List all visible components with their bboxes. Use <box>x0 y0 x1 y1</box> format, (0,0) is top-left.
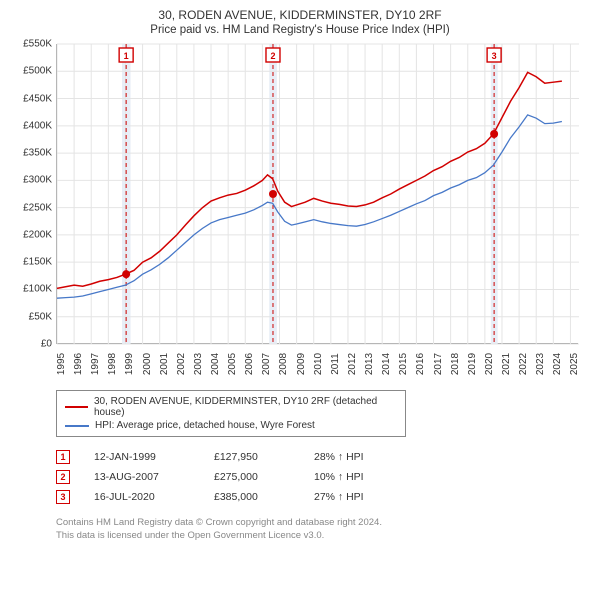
x-tick-label: 1996 <box>73 353 84 375</box>
sale-date: 12-JAN-1999 <box>94 451 214 463</box>
x-tick-label: 2001 <box>159 353 170 375</box>
legend-swatch <box>65 406 88 408</box>
x-tick-label: 2003 <box>193 353 204 375</box>
subtitle: Price paid vs. HM Land Registry's House … <box>12 24 588 36</box>
x-tick-label: 2010 <box>313 353 324 375</box>
sale-row: 2 13-AUG-2007£275,00010% ↑ HPI <box>56 467 588 487</box>
x-tick-label: 2000 <box>142 353 153 375</box>
legend-label: HPI: Average price, detached house, Wyre… <box>95 420 315 431</box>
footer-line-2: This data is licensed under the Open Gov… <box>56 530 588 543</box>
sales-table: 1 12-JAN-1999£127,95028% ↑ HPI 2 13-AUG-200… <box>56 447 588 507</box>
page-title: 30, RODEN AVENUE, KIDDERMINSTER, DY10 2R… <box>12 8 588 22</box>
sale-pct: 28% ↑ HPI <box>314 451 414 463</box>
x-tick-label: 2007 <box>261 353 272 375</box>
x-tick-label: 2005 <box>227 353 238 375</box>
x-tick-label: 2025 <box>569 353 580 375</box>
x-tick-label: 2014 <box>381 353 392 375</box>
x-tick-label: 2024 <box>552 353 563 375</box>
sale-row: 3 16-JUL-2020£385,00027% ↑ HPI <box>56 487 588 507</box>
y-tick-label: £0 <box>41 339 52 350</box>
y-tick-label: £500K <box>23 66 52 77</box>
x-tick-label: 2017 <box>433 353 444 375</box>
footer-line-1: Contains HM Land Registry data © Crown c… <box>56 517 588 530</box>
svg-text:3: 3 <box>492 51 497 61</box>
sale-date: 13-AUG-2007 <box>94 471 214 483</box>
x-tick-label: 2020 <box>484 353 495 375</box>
x-tick-label: 2019 <box>467 353 478 375</box>
chart: £0 £50K £100K £150K £200K £250K £300K £350K £400… <box>12 44 588 384</box>
x-tick-label: 2009 <box>296 353 307 375</box>
y-tick-label: £350K <box>23 148 52 159</box>
x-tick-label: 1995 <box>56 353 67 375</box>
sale-marker: 2 <box>56 470 70 484</box>
y-tick-label: £400K <box>23 120 52 131</box>
legend-item: HPI: Average price, detached house, Wyre… <box>65 419 397 432</box>
y-tick-label: £200K <box>23 229 52 240</box>
sale-date: 16-JUL-2020 <box>94 491 214 503</box>
x-tick-label: 2018 <box>450 353 461 375</box>
x-tick-label: 2006 <box>244 353 255 375</box>
legend-swatch <box>65 425 89 427</box>
sale-pct: 10% ↑ HPI <box>314 471 414 483</box>
x-tick-label: 2004 <box>210 353 221 375</box>
y-tick-label: £300K <box>23 175 52 186</box>
x-tick-label: 2015 <box>398 353 409 375</box>
y-tick-label: £150K <box>23 257 52 268</box>
x-tick-label: 2023 <box>535 353 546 375</box>
sale-marker: 1 <box>56 450 70 464</box>
x-tick-label: 2022 <box>518 353 529 375</box>
sale-pct: 27% ↑ HPI <box>314 491 414 503</box>
y-tick-label: £250K <box>23 202 52 213</box>
x-tick-label: 2011 <box>330 353 341 375</box>
sale-marker: 3 <box>56 490 70 504</box>
legend-label: 30, RODEN AVENUE, KIDDERMINSTER, DY10 2R… <box>94 396 397 418</box>
footer: Contains HM Land Registry data © Crown c… <box>56 517 588 543</box>
x-tick-label: 1997 <box>90 353 101 375</box>
y-tick-label: £450K <box>23 93 52 104</box>
x-tick-label: 2013 <box>364 353 375 375</box>
x-tick-label: 2021 <box>501 353 512 375</box>
x-tick-label: 2008 <box>278 353 289 375</box>
svg-text:1: 1 <box>124 51 129 61</box>
legend-item: 30, RODEN AVENUE, KIDDERMINSTER, DY10 2R… <box>65 395 397 419</box>
x-tick-label: 2012 <box>347 353 358 375</box>
x-tick-label: 1998 <box>107 353 118 375</box>
sale-price: £385,000 <box>214 491 314 503</box>
y-tick-label: £50K <box>29 311 52 322</box>
sale-row: 1 12-JAN-1999£127,95028% ↑ HPI <box>56 447 588 467</box>
x-tick-label: 2016 <box>415 353 426 375</box>
x-tick-label: 2002 <box>176 353 187 375</box>
sale-price: £127,950 <box>214 451 314 463</box>
svg-text:2: 2 <box>270 51 275 61</box>
sale-price: £275,000 <box>214 471 314 483</box>
y-tick-label: £550K <box>23 39 52 50</box>
legend: 30, RODEN AVENUE, KIDDERMINSTER, DY10 2R… <box>56 390 406 437</box>
x-tick-label: 1999 <box>124 353 135 375</box>
y-tick-label: £100K <box>23 284 52 295</box>
